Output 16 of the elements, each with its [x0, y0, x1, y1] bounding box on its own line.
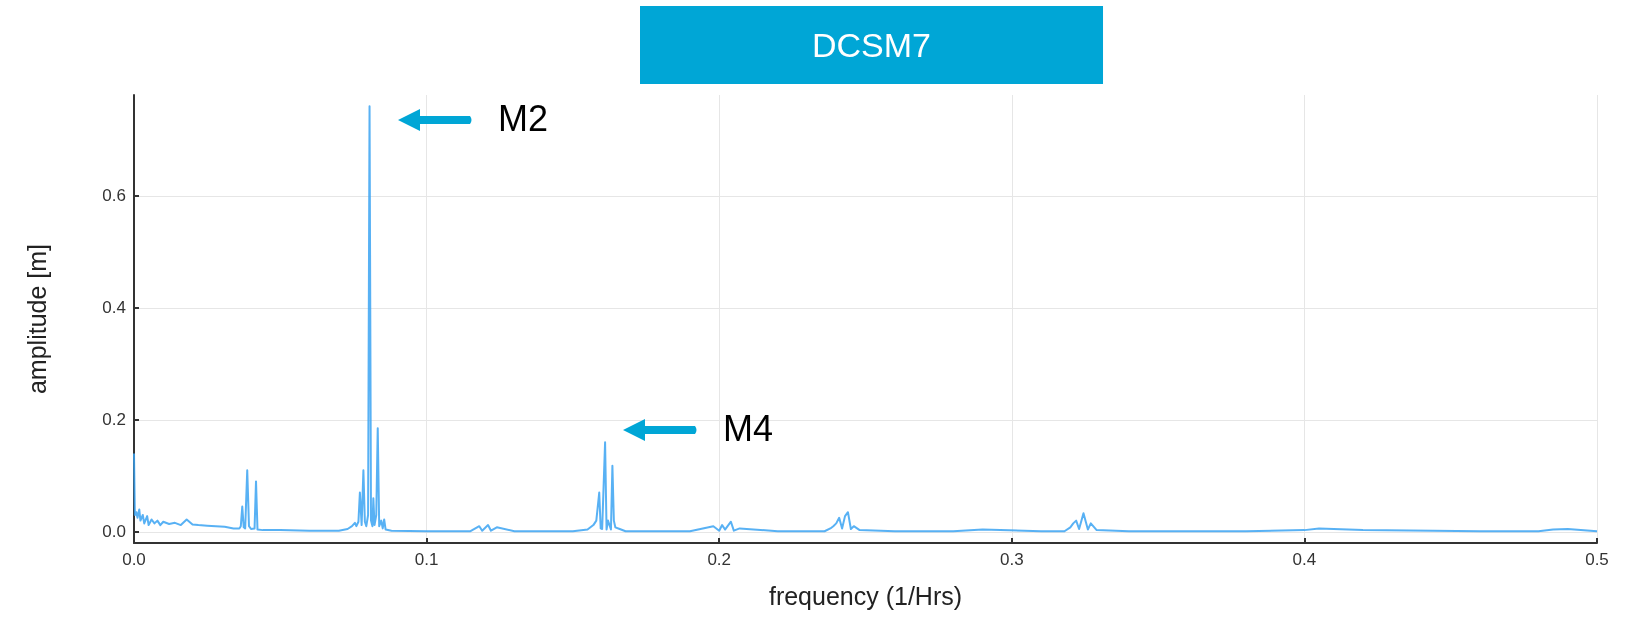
- x-tick-label: 0.5: [1585, 550, 1609, 569]
- y-axis-title: amplitude [m]: [22, 243, 51, 395]
- chart-title: DCSM7: [812, 26, 932, 64]
- y-tick-label: 0.0: [102, 522, 126, 542]
- x-tick-label: 0.2: [707, 550, 732, 569]
- y-tick-label: 0.2: [102, 410, 126, 430]
- x-tick-label: 0.3: [999, 550, 1024, 569]
- x-tick-label: 0.1: [414, 550, 439, 569]
- x-tick-label: 0.0: [122, 550, 146, 569]
- line-series: [133, 105, 1598, 533]
- x-tick-label: 0.4: [1292, 550, 1317, 569]
- y-tick-label: 0.4: [102, 298, 126, 318]
- x-axis-title: frequency (1/Hrs): [768, 581, 963, 610]
- y-tick-label: 0.6: [102, 186, 126, 206]
- annotation: M4: [723, 407, 774, 449]
- annotation: M2: [498, 97, 549, 139]
